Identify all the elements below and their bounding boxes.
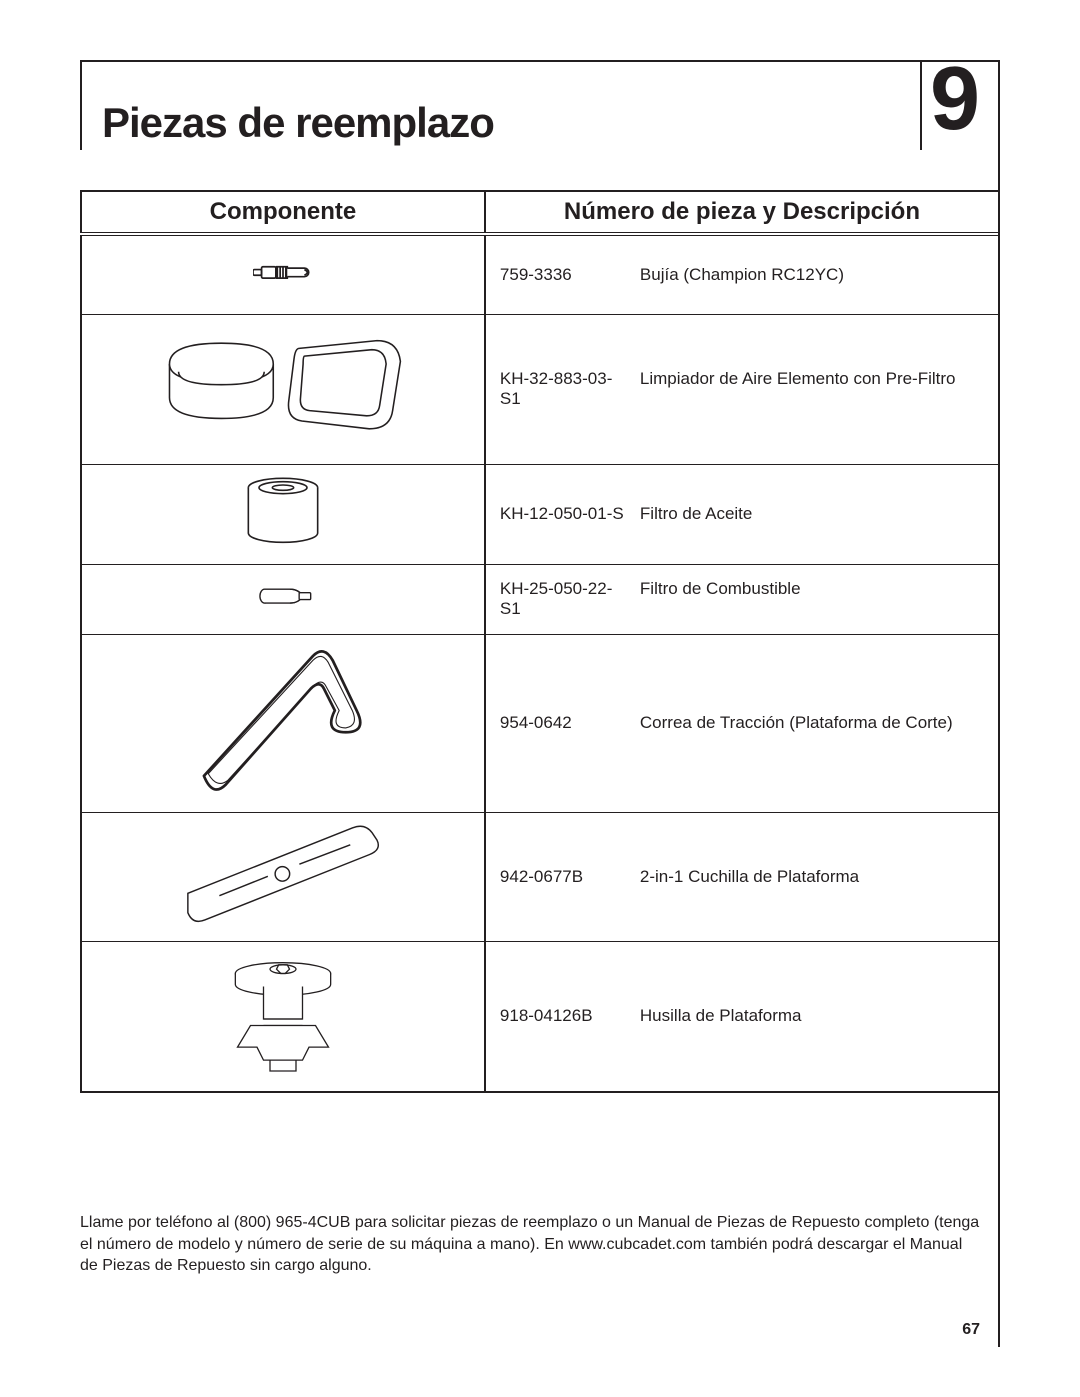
- table-row: 942-0677B 2-in-1 Cuchilla de Plataforma: [81, 813, 999, 942]
- blade-icon: [183, 823, 383, 926]
- part-description: 2-in-1 Cuchilla de Plataforma: [640, 867, 984, 887]
- page-number: 67: [962, 1321, 980, 1339]
- part-number: KH-12-050-01-S: [500, 504, 630, 524]
- component-cell: [81, 634, 485, 813]
- oil-filter-icon: [243, 477, 323, 546]
- spark-plug-icon: [253, 261, 313, 284]
- description-cell: KH-25-050-22-S1 Filtro de Combustible: [485, 564, 999, 634]
- table-header-component: Componente: [81, 191, 485, 234]
- component-cell: [81, 942, 485, 1092]
- part-number: 918-04126B: [500, 1006, 630, 1026]
- chapter-separator: [920, 60, 922, 150]
- component-cell: [81, 564, 485, 634]
- table-header-description: Número de pieza y Descripción: [485, 191, 999, 234]
- part-description: Filtro de Aceite: [640, 504, 984, 524]
- description-cell: 759-3336 Bujía (Champion RC12YC): [485, 234, 999, 314]
- description-cell: 918-04126B Husilla de Plataforma: [485, 942, 999, 1092]
- chapter-number: 9: [930, 54, 980, 144]
- part-number: 759-3336: [500, 265, 630, 285]
- part-number: 942-0677B: [500, 867, 630, 887]
- component-cell: [81, 813, 485, 942]
- spindle-icon: [218, 954, 348, 1073]
- footer-note: Llame por teléfono al (800) 965-4CUB par…: [80, 1212, 980, 1277]
- table-row: 918-04126B Husilla de Plataforma: [81, 942, 999, 1092]
- description-cell: 942-0677B 2-in-1 Cuchilla de Plataforma: [485, 813, 999, 942]
- fuel-filter-icon: [253, 580, 313, 612]
- part-description: Bujía (Champion RC12YC): [640, 265, 984, 285]
- page-title: Piezas de reemplazo: [102, 102, 494, 150]
- part-number: KH-25-050-22-S1: [500, 579, 630, 619]
- page: Piezas de reemplazo 9 Componente Número …: [0, 0, 1080, 1397]
- component-cell: [81, 234, 485, 314]
- component-cell: [81, 314, 485, 464]
- right-rule: [998, 60, 1000, 1347]
- table-row: KH-12-050-01-S Filtro de Aceite: [81, 464, 999, 564]
- description-cell: 954-0642 Correa de Tracción (Plataforma …: [485, 634, 999, 813]
- air-filter-icon: [163, 338, 403, 435]
- description-cell: KH-32-883-03-S1 Limpiador de Aire Elemen…: [485, 314, 999, 464]
- table-row: KH-32-883-03-S1 Limpiador de Aire Elemen…: [81, 314, 999, 464]
- belt-icon: [193, 645, 373, 798]
- part-description: Correa de Tracción (Plataforma de Corte): [640, 713, 984, 733]
- heading-left-rule: [80, 60, 82, 150]
- part-number: KH-32-883-03-S1: [500, 369, 630, 409]
- parts-table: Componente Número de pieza y Descripción…: [80, 190, 1000, 1093]
- component-cell: [81, 464, 485, 564]
- part-description: Filtro de Combustible: [640, 579, 984, 599]
- table-row: 954-0642 Correa de Tracción (Plataforma …: [81, 634, 999, 813]
- description-cell: KH-12-050-01-S Filtro de Aceite: [485, 464, 999, 564]
- heading-row: Piezas de reemplazo 9: [80, 60, 1000, 150]
- part-description: Limpiador de Aire Elemento con Pre-Filtr…: [640, 369, 984, 389]
- part-number: 954-0642: [500, 713, 630, 733]
- part-description: Husilla de Plataforma: [640, 1006, 984, 1026]
- table-row: KH-25-050-22-S1 Filtro de Combustible: [81, 564, 999, 634]
- table-row: 759-3336 Bujía (Champion RC12YC): [81, 234, 999, 314]
